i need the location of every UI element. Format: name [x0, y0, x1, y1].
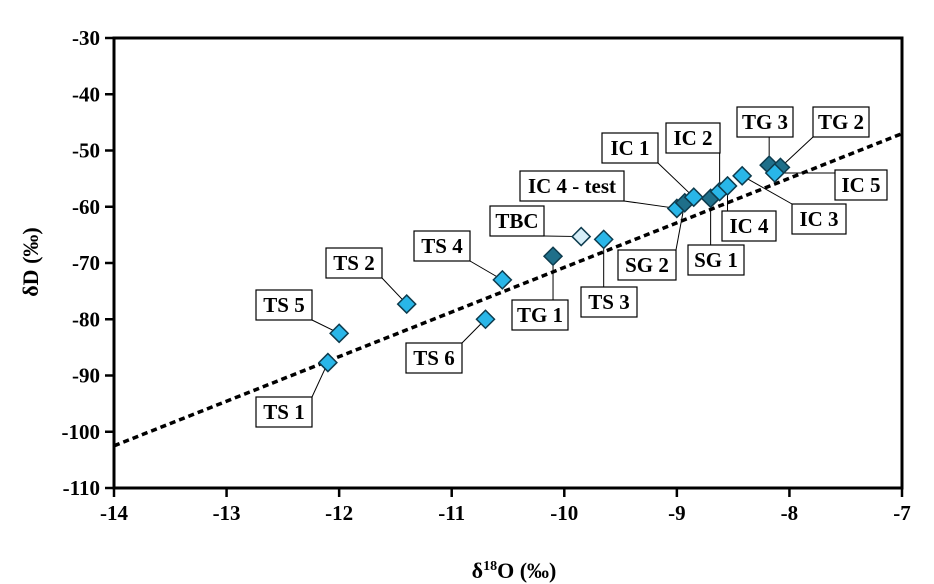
- data-point-marker: [396, 294, 417, 315]
- point-label-box: [665, 122, 721, 154]
- point-label: TS 1: [263, 400, 304, 424]
- point-label: TS 3: [588, 290, 629, 314]
- data-point-marker: [683, 187, 704, 208]
- axis-ticks: -14 -13 -12 -11 -10 -9 -8 -7 -30 -40 -50 -60 -70 -80 -…: [62, 26, 911, 525]
- data-point-marker: [593, 229, 614, 250]
- point-label-box: [255, 289, 313, 321]
- x-axis-title: δ18O (‰): [472, 558, 557, 583]
- data-point-marker: [317, 352, 338, 373]
- point-label-box: [791, 203, 847, 235]
- point-label-box: [812, 106, 870, 138]
- y-tick-label: -110: [63, 476, 100, 500]
- leader-line: [741, 175, 793, 205]
- point-label-box: [834, 169, 888, 201]
- point-label: IC 4: [729, 214, 769, 238]
- point-label-box: [687, 244, 745, 276]
- point-label-box: [405, 342, 463, 374]
- point-label-box: [519, 170, 625, 202]
- point-label-box: [489, 205, 545, 237]
- point-label-box: [325, 247, 383, 279]
- data-point-marker: [571, 226, 592, 247]
- point-label: TG 2: [818, 110, 864, 134]
- point-label-box: [580, 286, 638, 318]
- x-tick-label: -11: [438, 501, 465, 525]
- leader-line: [657, 162, 695, 198]
- trend-line: [113, 131, 903, 448]
- point-label: IC 5: [841, 173, 880, 197]
- data-point-marker: [492, 269, 513, 290]
- point-label: TS 2: [333, 251, 374, 275]
- data-point-marker: [717, 175, 738, 196]
- trend-line-group: [113, 131, 903, 448]
- x-tick-label: -8: [781, 501, 799, 525]
- point-label: SG 1: [694, 248, 738, 272]
- x-tick-label: -12: [325, 501, 353, 525]
- point-label: TG 1: [517, 303, 563, 327]
- x-tick-label: -14: [100, 501, 128, 525]
- point-label-box: [255, 396, 313, 428]
- point-label-box: [736, 106, 794, 138]
- data-markers: [317, 155, 791, 373]
- data-point-marker: [475, 309, 496, 330]
- y-tick-label: -30: [72, 26, 100, 50]
- y-tick-label: -70: [72, 251, 100, 275]
- data-point-marker: [329, 323, 350, 344]
- y-tick-label: -60: [72, 195, 100, 219]
- point-labels: TS 1 TS 5 TS 2 TS 6 TS 4 TG 1 TBC TS 3 IC 4 - te…: [255, 106, 888, 428]
- data-point-marker: [764, 162, 785, 184]
- point-label-box: [721, 210, 777, 242]
- point-label: IC 2: [673, 126, 712, 150]
- point-label: IC 3: [799, 207, 838, 231]
- y-axis-title: δD (‰): [18, 227, 43, 296]
- point-label: SG 2: [625, 253, 669, 277]
- y-tick-label: -80: [72, 307, 100, 331]
- point-label: TG 3: [742, 110, 788, 134]
- plot-area: [112, 36, 904, 490]
- x-tick-label: -10: [550, 501, 578, 525]
- point-label-box: [617, 249, 677, 281]
- point-label: IC 1: [610, 136, 649, 160]
- point-label: TS 5: [263, 293, 304, 317]
- y-tick-label: -100: [62, 420, 101, 444]
- data-point-marker: [542, 246, 564, 267]
- x-tick-label: -13: [213, 501, 241, 525]
- plot-frame: [112, 36, 904, 490]
- y-tick-label: -40: [72, 82, 100, 106]
- point-label: TS 4: [421, 234, 463, 258]
- x-tick-label: -7: [893, 501, 911, 525]
- point-label: TBC: [495, 209, 538, 233]
- data-point-marker: [732, 165, 753, 186]
- y-tick-label: -90: [72, 364, 100, 388]
- point-label-box: [413, 230, 471, 262]
- y-tick-label: -50: [72, 139, 100, 163]
- point-label-box: [511, 299, 569, 331]
- point-label: TS 6: [413, 346, 454, 370]
- point-label: IC 4 - test: [528, 174, 616, 198]
- leader-line: [780, 136, 814, 168]
- point-label-box: [601, 132, 659, 164]
- x-tick-label: -9: [668, 501, 686, 525]
